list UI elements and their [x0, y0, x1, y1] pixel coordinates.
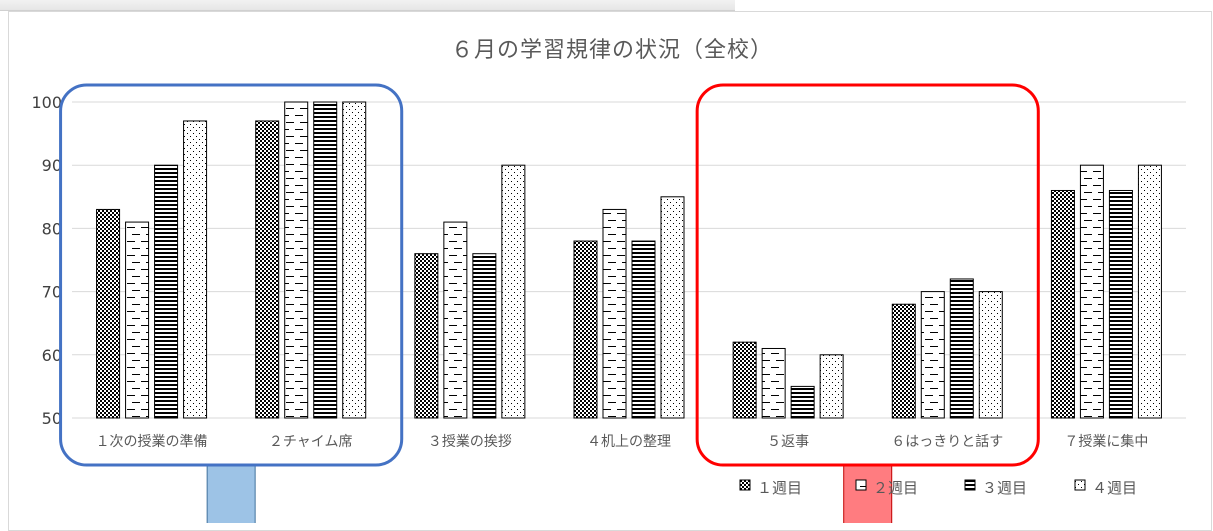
x-tick-label: ３授業の挨拶	[428, 434, 512, 450]
y-axis-ticks: 50 60 70 80 90 100	[31, 93, 62, 428]
chart-title: ６月の学習規律の状況（全校）	[451, 38, 773, 63]
legend-label: ４週目	[1092, 479, 1137, 497]
x-tick-label: ５返事	[767, 434, 809, 450]
callout-arrow-shape	[206, 465, 256, 523]
bar	[761, 347, 786, 419]
bar	[96, 208, 121, 419]
bar	[255, 120, 280, 419]
window-top-strip	[0, 0, 735, 11]
legend: １週目 ２週目 ３週目 ４週目	[739, 479, 1137, 497]
x-tick-label: １次の授業の準備	[96, 434, 208, 450]
x-axis-labels: １次の授業の準備 ２チャイム席 ３授業の挨拶 ４机上の整理 ５返事 ６はっきりと話す ７授業…	[96, 433, 1149, 450]
bar	[284, 101, 309, 419]
gridlines	[72, 101, 1186, 419]
highlight-box	[59, 83, 404, 467]
legend-swatch	[739, 479, 751, 491]
bar-series	[96, 101, 1162, 419]
bar	[501, 164, 526, 419]
bar	[891, 303, 916, 419]
bar	[1050, 189, 1075, 419]
x-tick-label: ４机上の整理	[587, 434, 671, 450]
legend-swatch	[1074, 479, 1086, 491]
bar	[183, 120, 208, 419]
bar	[414, 253, 439, 419]
highlight-boxes	[59, 83, 1040, 523]
bar	[660, 196, 685, 419]
bar	[1108, 189, 1133, 419]
callout-arrow-shape	[843, 465, 893, 523]
bar	[125, 221, 150, 419]
legend-swatch	[964, 479, 976, 491]
bar	[342, 101, 367, 419]
bar	[1137, 164, 1162, 419]
y-tick-label: 80	[42, 219, 62, 238]
y-tick-label: 70	[42, 283, 62, 302]
bar	[631, 240, 656, 419]
bar	[819, 354, 844, 419]
x-tick-label: ２チャイム席	[269, 434, 353, 450]
x-tick-label: ７授業に集中	[1064, 433, 1148, 450]
bar	[1079, 164, 1104, 419]
legend-swatch	[855, 479, 867, 491]
y-tick-label: 90	[42, 156, 62, 175]
bar	[920, 291, 945, 419]
bar	[573, 240, 598, 419]
bar	[949, 278, 974, 419]
highlight-box	[695, 83, 1040, 467]
bar	[602, 208, 627, 419]
bar	[790, 385, 815, 419]
bar	[978, 291, 1003, 419]
bar	[732, 341, 757, 419]
y-tick-label: 100	[31, 93, 62, 112]
x-tick-label: ６はっきりと話す	[891, 433, 1003, 450]
bar	[154, 164, 179, 419]
bar	[313, 101, 338, 419]
y-tick-label: 60	[42, 346, 62, 365]
legend-label: ２週目	[873, 479, 918, 497]
bar	[472, 253, 497, 419]
bar	[443, 221, 468, 419]
y-tick-label: 50	[42, 409, 62, 428]
legend-label: １週目	[757, 479, 802, 497]
legend-label: ３週目	[982, 479, 1027, 497]
